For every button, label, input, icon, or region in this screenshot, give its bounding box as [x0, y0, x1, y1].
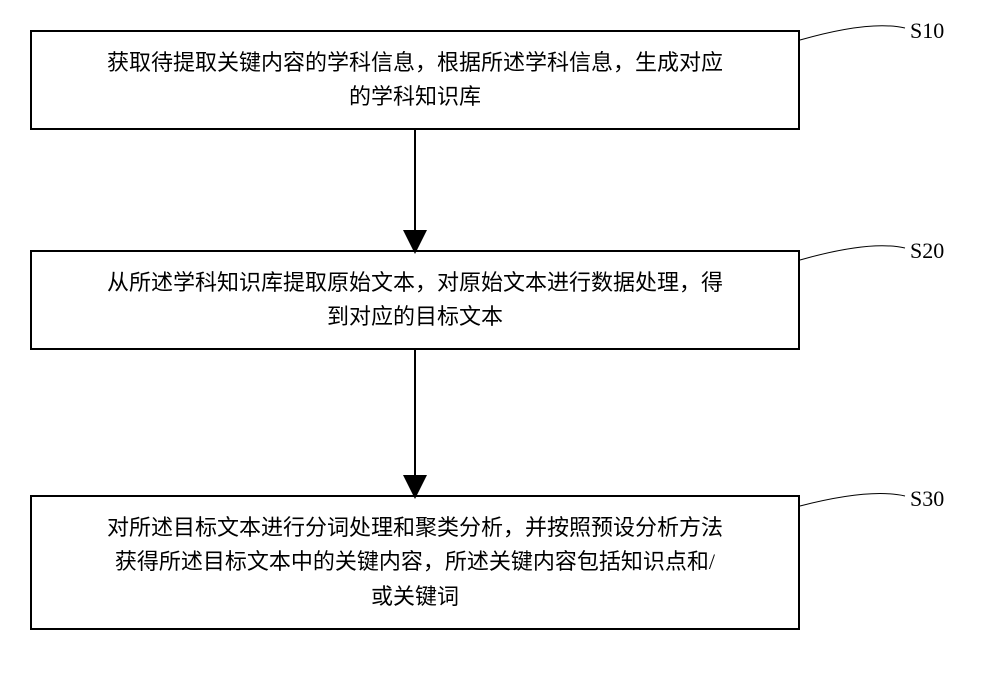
- edge-s20-s30: [0, 0, 1000, 674]
- flowchart-canvas: 获取待提取关键内容的学科信息，根据所述学科信息，生成对应 的学科知识库 S10 …: [0, 0, 1000, 674]
